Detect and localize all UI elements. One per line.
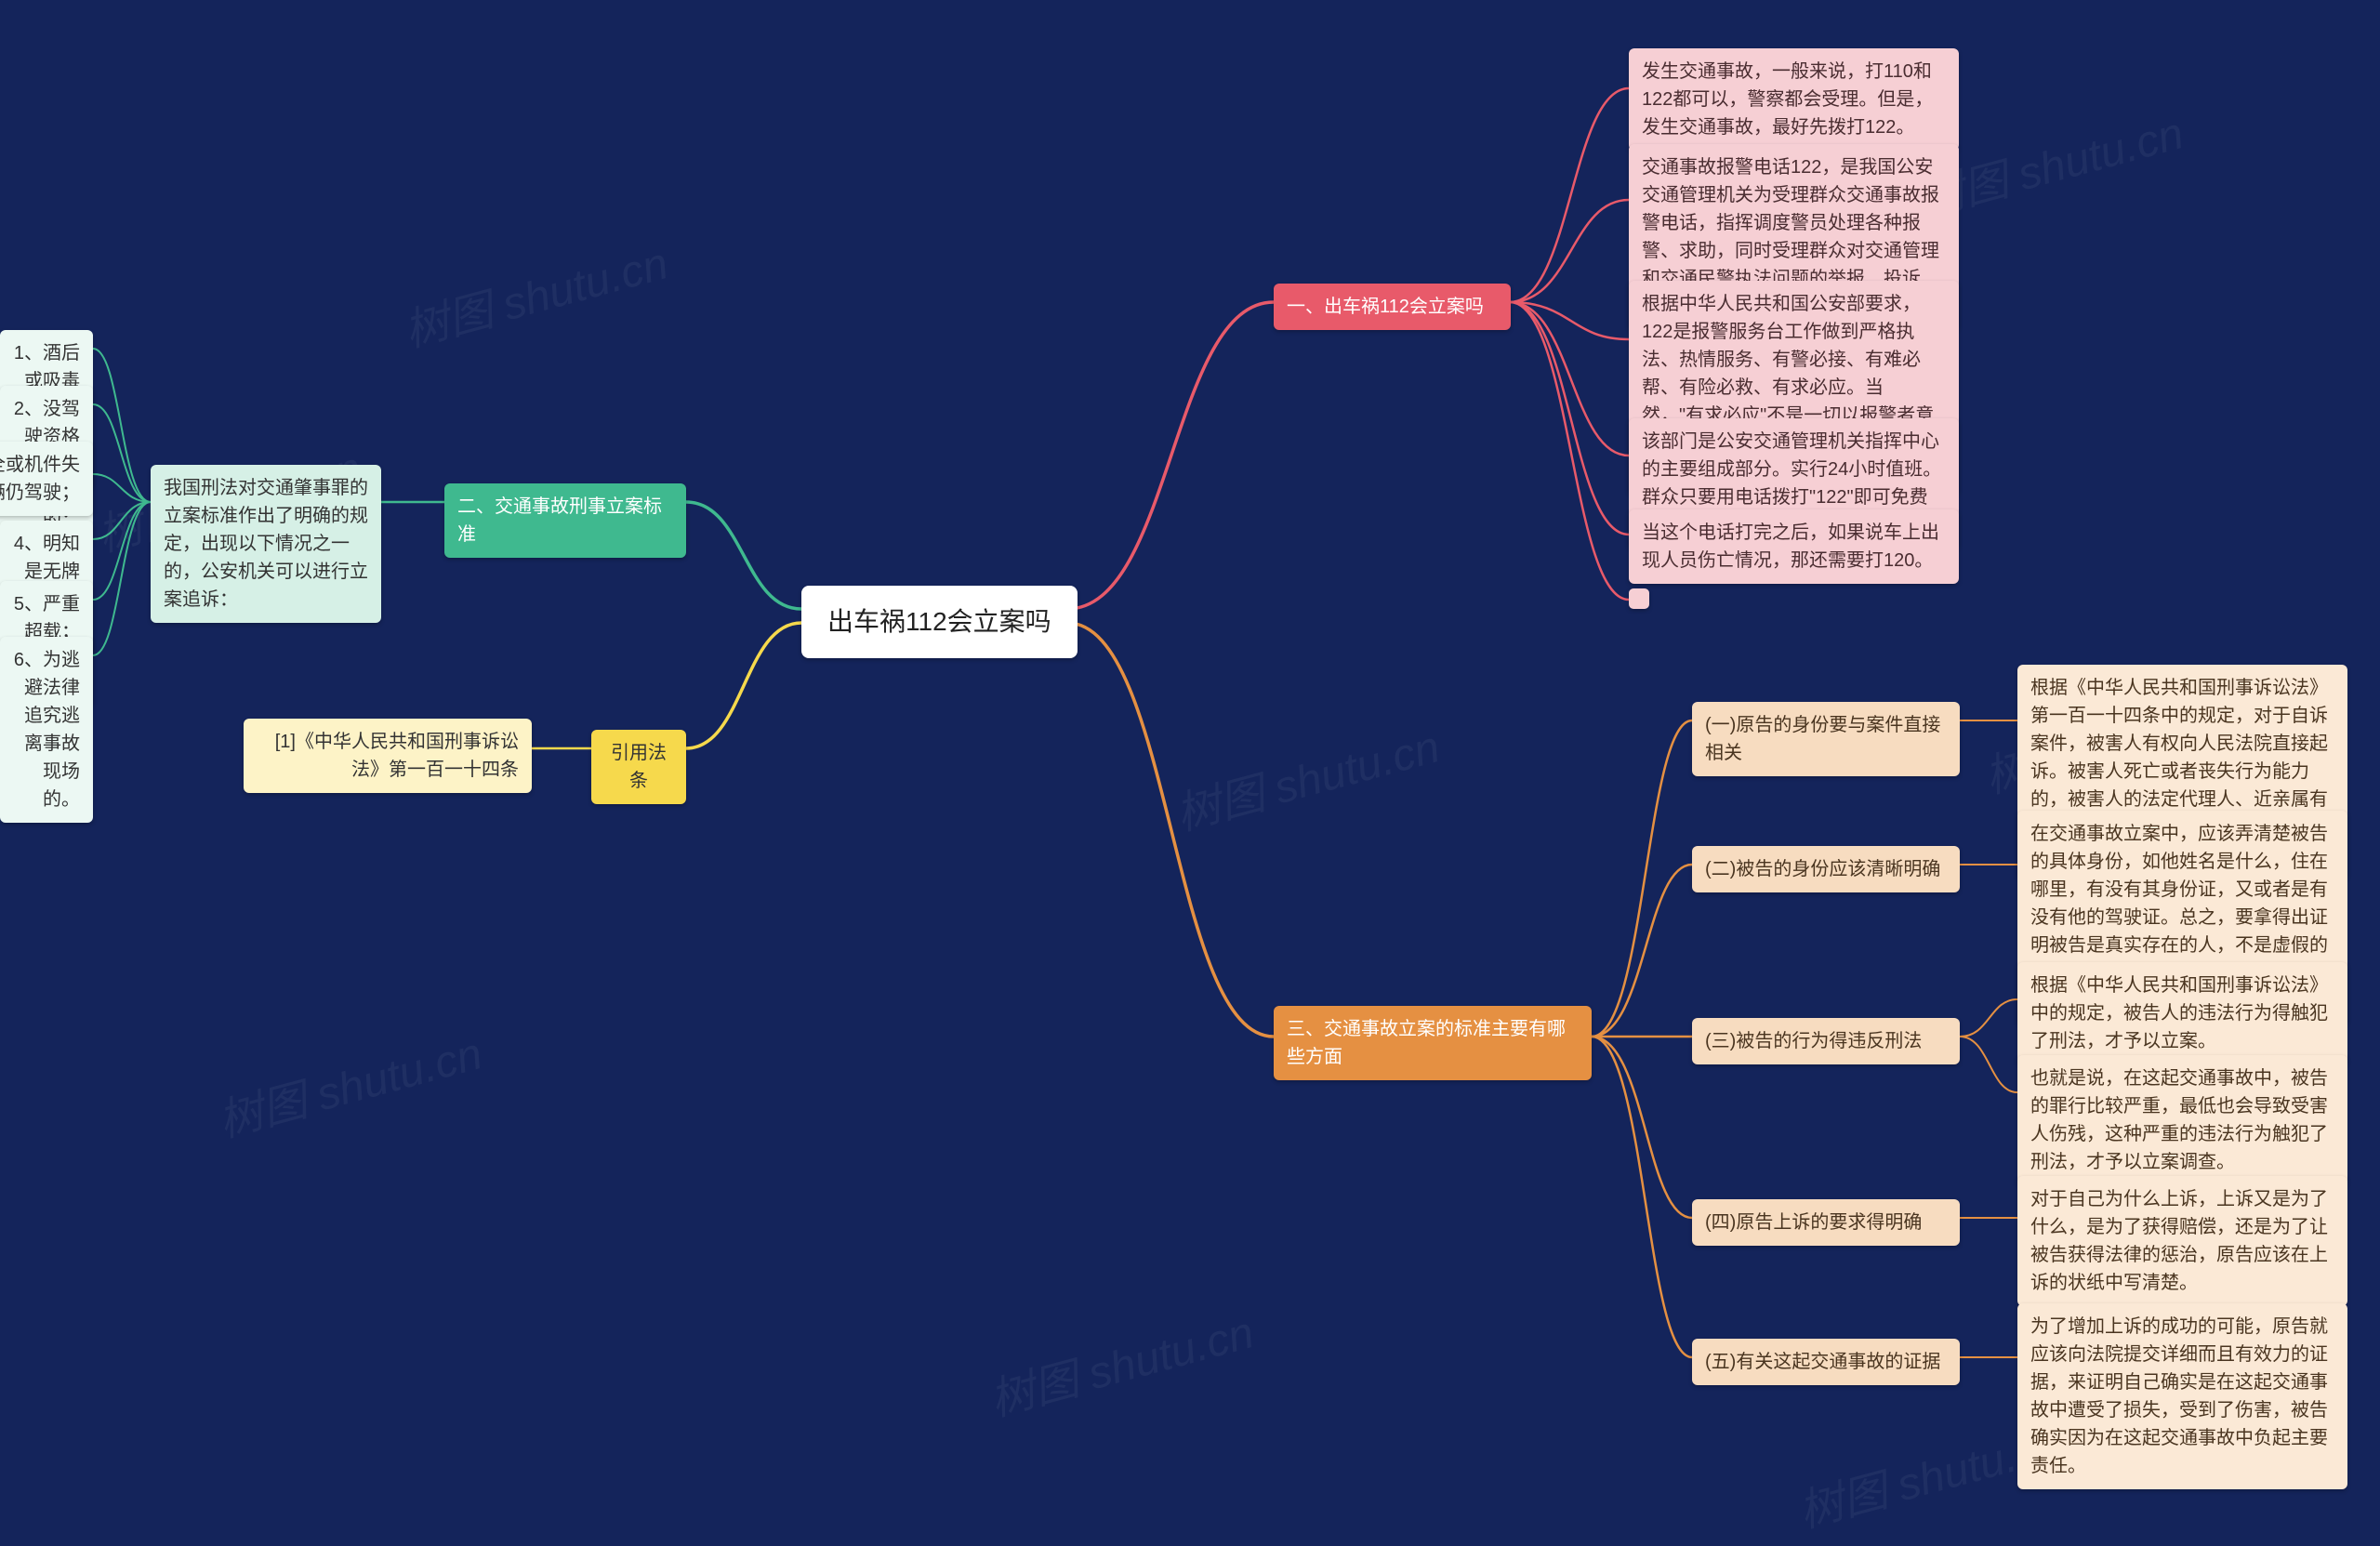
ref-sub[interactable]: [1]《中华人民共和国刑事诉讼法》第一百一十四条 (244, 719, 532, 793)
ref-title[interactable]: 引用法条 (591, 730, 686, 804)
section3-sub[interactable]: (三)被告的行为得违反刑法 (1692, 1018, 1960, 1064)
section1-leaf[interactable]: 当这个电话打完之后，如果说车上出现人员伤亡情况，那还需要打120。 (1629, 509, 1959, 584)
section3-title[interactable]: 三、交通事故立案的标准主要有哪些方面 (1274, 1006, 1592, 1080)
section3-leaf[interactable]: 也就是说，在这起交通事故中，被告的罪行比较严重，最低也会导致受害人伤残，这种严重… (2017, 1055, 2347, 1185)
section2-leaf[interactable]: 3、明知是安全装置不全或机件失灵的机动车辆仍驾驶； (0, 442, 93, 516)
section2-title[interactable]: 二、交通事故刑事立案标准 (444, 483, 686, 558)
section1-empty[interactable] (1629, 588, 1649, 609)
section2-leaf[interactable]: 6、为逃避法律追究逃离事故现场的。 (0, 637, 93, 823)
section3-leaf[interactable]: 根据《中华人民共和国刑事诉讼法》中的规定，被告人的违法行为得触犯了刑法，才予以立… (2017, 962, 2347, 1064)
watermark: 树图 shutu.cn (982, 1296, 1260, 1429)
section3-sub[interactable]: (五)有关这起交通事故的证据 (1692, 1339, 1960, 1385)
section3-sub[interactable]: (四)原告上诉的要求得明确 (1692, 1199, 1960, 1246)
section3-sub[interactable]: (二)被告的身份应该清晰明确 (1692, 846, 1960, 892)
section1-leaf[interactable]: 发生交通事故，一般来说，打110和122都可以，警察都会受理。但是，发生交通事故… (1629, 48, 1959, 151)
section3-leaf[interactable]: 为了增加上诉的成功的可能，原告就应该向法院提交详细而且有效力的证据，来证明自己确… (2017, 1303, 2347, 1489)
section3-sub[interactable]: (一)原告的身份要与案件直接相关 (1692, 702, 1960, 776)
watermark: 树图 shutu.cn (210, 1017, 488, 1150)
center-node[interactable]: 出车祸112会立案吗 (801, 586, 1078, 658)
section1-title[interactable]: 一、出车祸112会立案吗 (1274, 284, 1511, 330)
section2-sub[interactable]: 我国刑法对交通肇事罪的立案标准作出了明确的规定，出现以下情况之一的，公安机关可以… (151, 465, 381, 623)
watermark: 树图 shutu.cn (396, 227, 674, 360)
section3-leaf[interactable]: 对于自己为什么上诉，上诉又是为了什么，是为了获得赔偿，还是为了让被告获得法律的惩… (2017, 1176, 2347, 1306)
watermark: 树图 shutu.cn (1168, 710, 1446, 843)
